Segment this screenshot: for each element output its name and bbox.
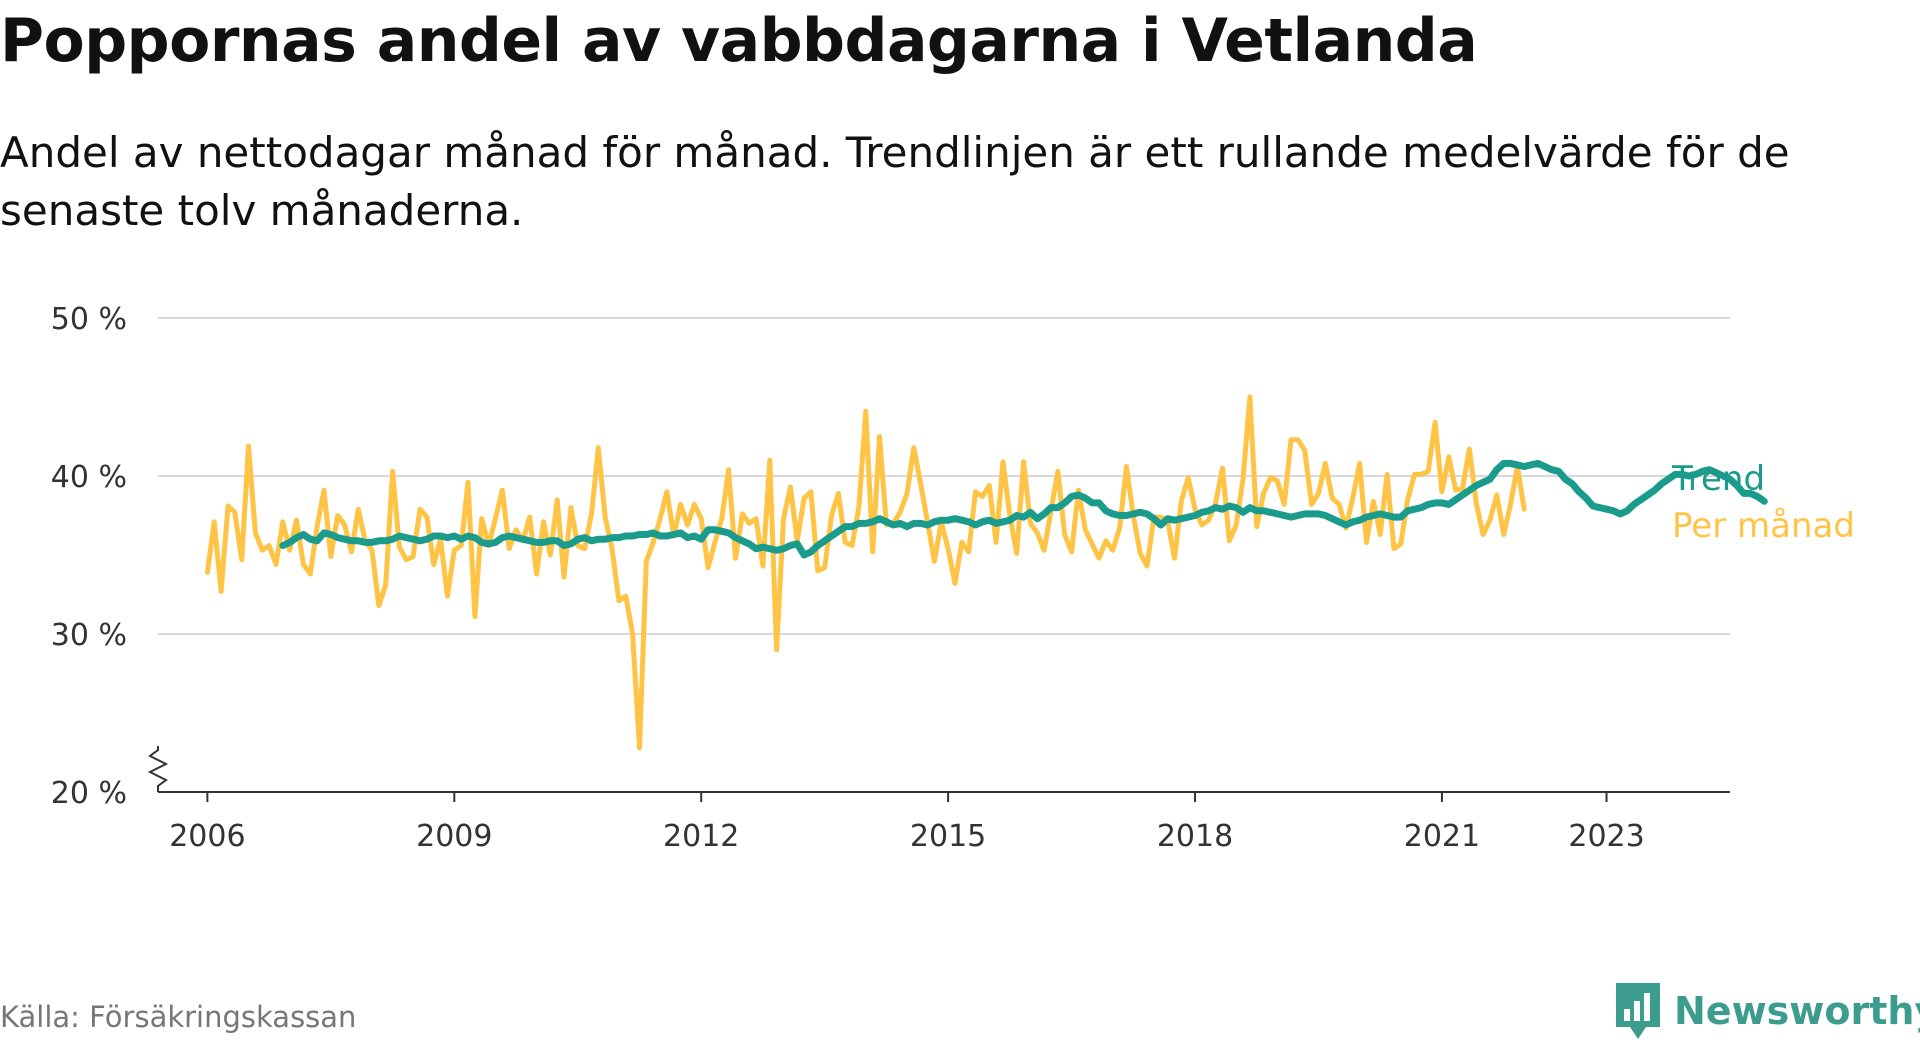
axes: 20 % 30 % 40 % 50 % 2006 2009 2012 2015 2018 2021… bbox=[51, 302, 1730, 854]
x-tick-label: 2012 bbox=[663, 819, 739, 854]
series-line-trend bbox=[279, 459, 1768, 559]
x-tick-label: 2023 bbox=[1568, 819, 1644, 854]
series bbox=[204, 394, 1768, 751]
y-tick-label: 40 % bbox=[51, 460, 127, 495]
y-tick-label: 50 % bbox=[51, 302, 127, 337]
x-tick-label: 2015 bbox=[910, 819, 986, 854]
newsworthy-logo-icon bbox=[1616, 983, 1660, 1039]
x-tick-label: 2009 bbox=[416, 819, 492, 854]
series-label-trend: Trend bbox=[1671, 459, 1765, 499]
x-tick-label: 2018 bbox=[1157, 819, 1233, 854]
chart-title: Poppornas andel av vabbdagarna i Vetland… bbox=[0, 6, 1478, 76]
brand-logo: Newsworthy bbox=[1614, 980, 1920, 1042]
series-line-per-manad bbox=[204, 394, 1527, 751]
y-tick-label: 30 % bbox=[51, 618, 127, 653]
grid-lines bbox=[158, 317, 1730, 635]
x-tick-label: 2021 bbox=[1404, 819, 1480, 854]
chart-subtitle: Andel av nettodagar månad för månad. Tre… bbox=[0, 128, 1790, 235]
series-label-per-manad: Per månad bbox=[1672, 506, 1855, 546]
x-tick-label: 2006 bbox=[169, 819, 245, 854]
brand-name: Newsworthy bbox=[1674, 989, 1920, 1033]
source-note: Källa: Försäkringskassan bbox=[0, 1000, 357, 1034]
y-tick-label: 20 % bbox=[51, 776, 127, 811]
series-labels: Trend Per månad bbox=[1671, 459, 1855, 546]
axis-break-icon bbox=[147, 746, 169, 792]
